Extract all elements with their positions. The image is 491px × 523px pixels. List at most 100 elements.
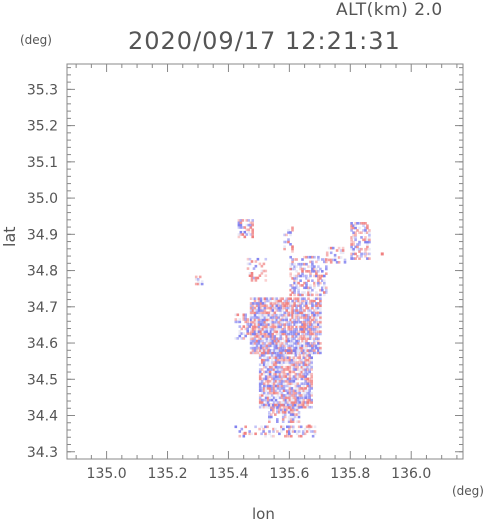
data-cell	[350, 236, 353, 239]
data-cell	[272, 370, 276, 374]
data-cell	[251, 235, 254, 239]
data-cell	[317, 270, 320, 273]
data-cell	[272, 363, 276, 367]
data-cell	[300, 368, 304, 371]
data-cell	[274, 384, 278, 388]
data-cell	[272, 384, 276, 388]
data-cell	[251, 304, 255, 307]
data-cell	[260, 358, 264, 362]
data-cell	[257, 309, 261, 312]
data-cell	[291, 403, 295, 407]
data-cell	[290, 358, 294, 362]
data-cell	[246, 267, 250, 270]
data-cell	[339, 251, 343, 255]
data-cell	[291, 288, 294, 292]
data-cell	[281, 413, 285, 416]
data-cell	[278, 405, 282, 409]
data-cell	[293, 339, 296, 343]
data-cell	[288, 351, 292, 355]
data-cell	[284, 358, 288, 362]
data-cell	[309, 346, 312, 350]
y-tick-label: 34.8	[27, 264, 58, 280]
data-cell	[301, 332, 304, 336]
data-cell	[263, 342, 267, 345]
data-cell	[368, 236, 371, 239]
data-cell	[291, 306, 294, 310]
data-cell	[308, 370, 311, 374]
data-cell	[297, 342, 300, 345]
data-cell	[289, 302, 292, 305]
data-cell	[295, 344, 298, 348]
data-cell	[304, 349, 307, 352]
data-cell	[261, 342, 265, 345]
data-cell	[295, 420, 299, 423]
data-cell	[270, 387, 274, 390]
data-cell	[293, 297, 296, 300]
data-cell	[301, 337, 304, 340]
data-cell	[264, 387, 268, 390]
data-cell	[368, 238, 371, 242]
data-cell	[286, 396, 290, 400]
data-cell	[305, 425, 309, 429]
data-cell	[274, 361, 278, 364]
data-cell	[289, 272, 292, 275]
data-cell	[313, 328, 316, 331]
data-cell	[281, 309, 284, 312]
data-cell	[265, 325, 269, 329]
data-cell	[270, 356, 274, 359]
data-cell	[267, 299, 271, 303]
data-cell	[294, 358, 298, 362]
data-cell	[257, 325, 261, 329]
data-cell	[308, 365, 311, 369]
data-cell	[311, 267, 314, 271]
data-cell	[261, 306, 265, 310]
data-cell	[292, 425, 295, 429]
data-cell	[288, 365, 292, 369]
data-cell	[297, 274, 300, 278]
data-cell	[300, 377, 304, 381]
data-cell	[263, 346, 267, 350]
data-cell	[325, 265, 328, 268]
data-cell	[303, 320, 306, 324]
data-cell	[261, 320, 265, 324]
data-cell	[238, 332, 242, 335]
data-cell	[276, 365, 280, 369]
data-cell	[254, 260, 258, 263]
data-cell	[291, 245, 294, 248]
data-cell	[356, 255, 359, 258]
data-cell	[282, 354, 286, 357]
data-cell	[291, 344, 294, 348]
data-cell	[279, 330, 283, 333]
data-cell	[249, 332, 253, 336]
data-cell	[282, 387, 286, 390]
data-cell	[286, 361, 290, 364]
data-cell	[257, 304, 261, 307]
data-cell	[307, 328, 310, 331]
data-cell	[253, 342, 257, 345]
data-cell	[356, 222, 359, 225]
data-cell	[291, 330, 294, 333]
data-cell	[289, 406, 293, 409]
data-cell	[287, 344, 290, 348]
data-cell	[309, 284, 312, 287]
data-cell	[269, 342, 273, 345]
data-cell	[298, 389, 302, 392]
data-cell	[284, 354, 288, 357]
data-cell	[286, 377, 290, 381]
data-cell	[262, 269, 266, 273]
data-cell	[299, 425, 303, 429]
data-cell	[237, 223, 241, 227]
data-cell	[278, 375, 282, 378]
x-tick-label: 135.0	[87, 466, 127, 482]
data-cell	[325, 258, 328, 261]
data-cell	[309, 270, 312, 273]
data-cell	[270, 361, 274, 364]
data-cell	[341, 249, 345, 252]
data-cell	[301, 302, 304, 305]
data-cell	[258, 405, 262, 409]
data-cell	[274, 358, 278, 362]
data-cell	[317, 277, 320, 280]
data-cell	[263, 344, 267, 348]
data-cell	[236, 337, 240, 340]
data-cell	[251, 306, 255, 310]
